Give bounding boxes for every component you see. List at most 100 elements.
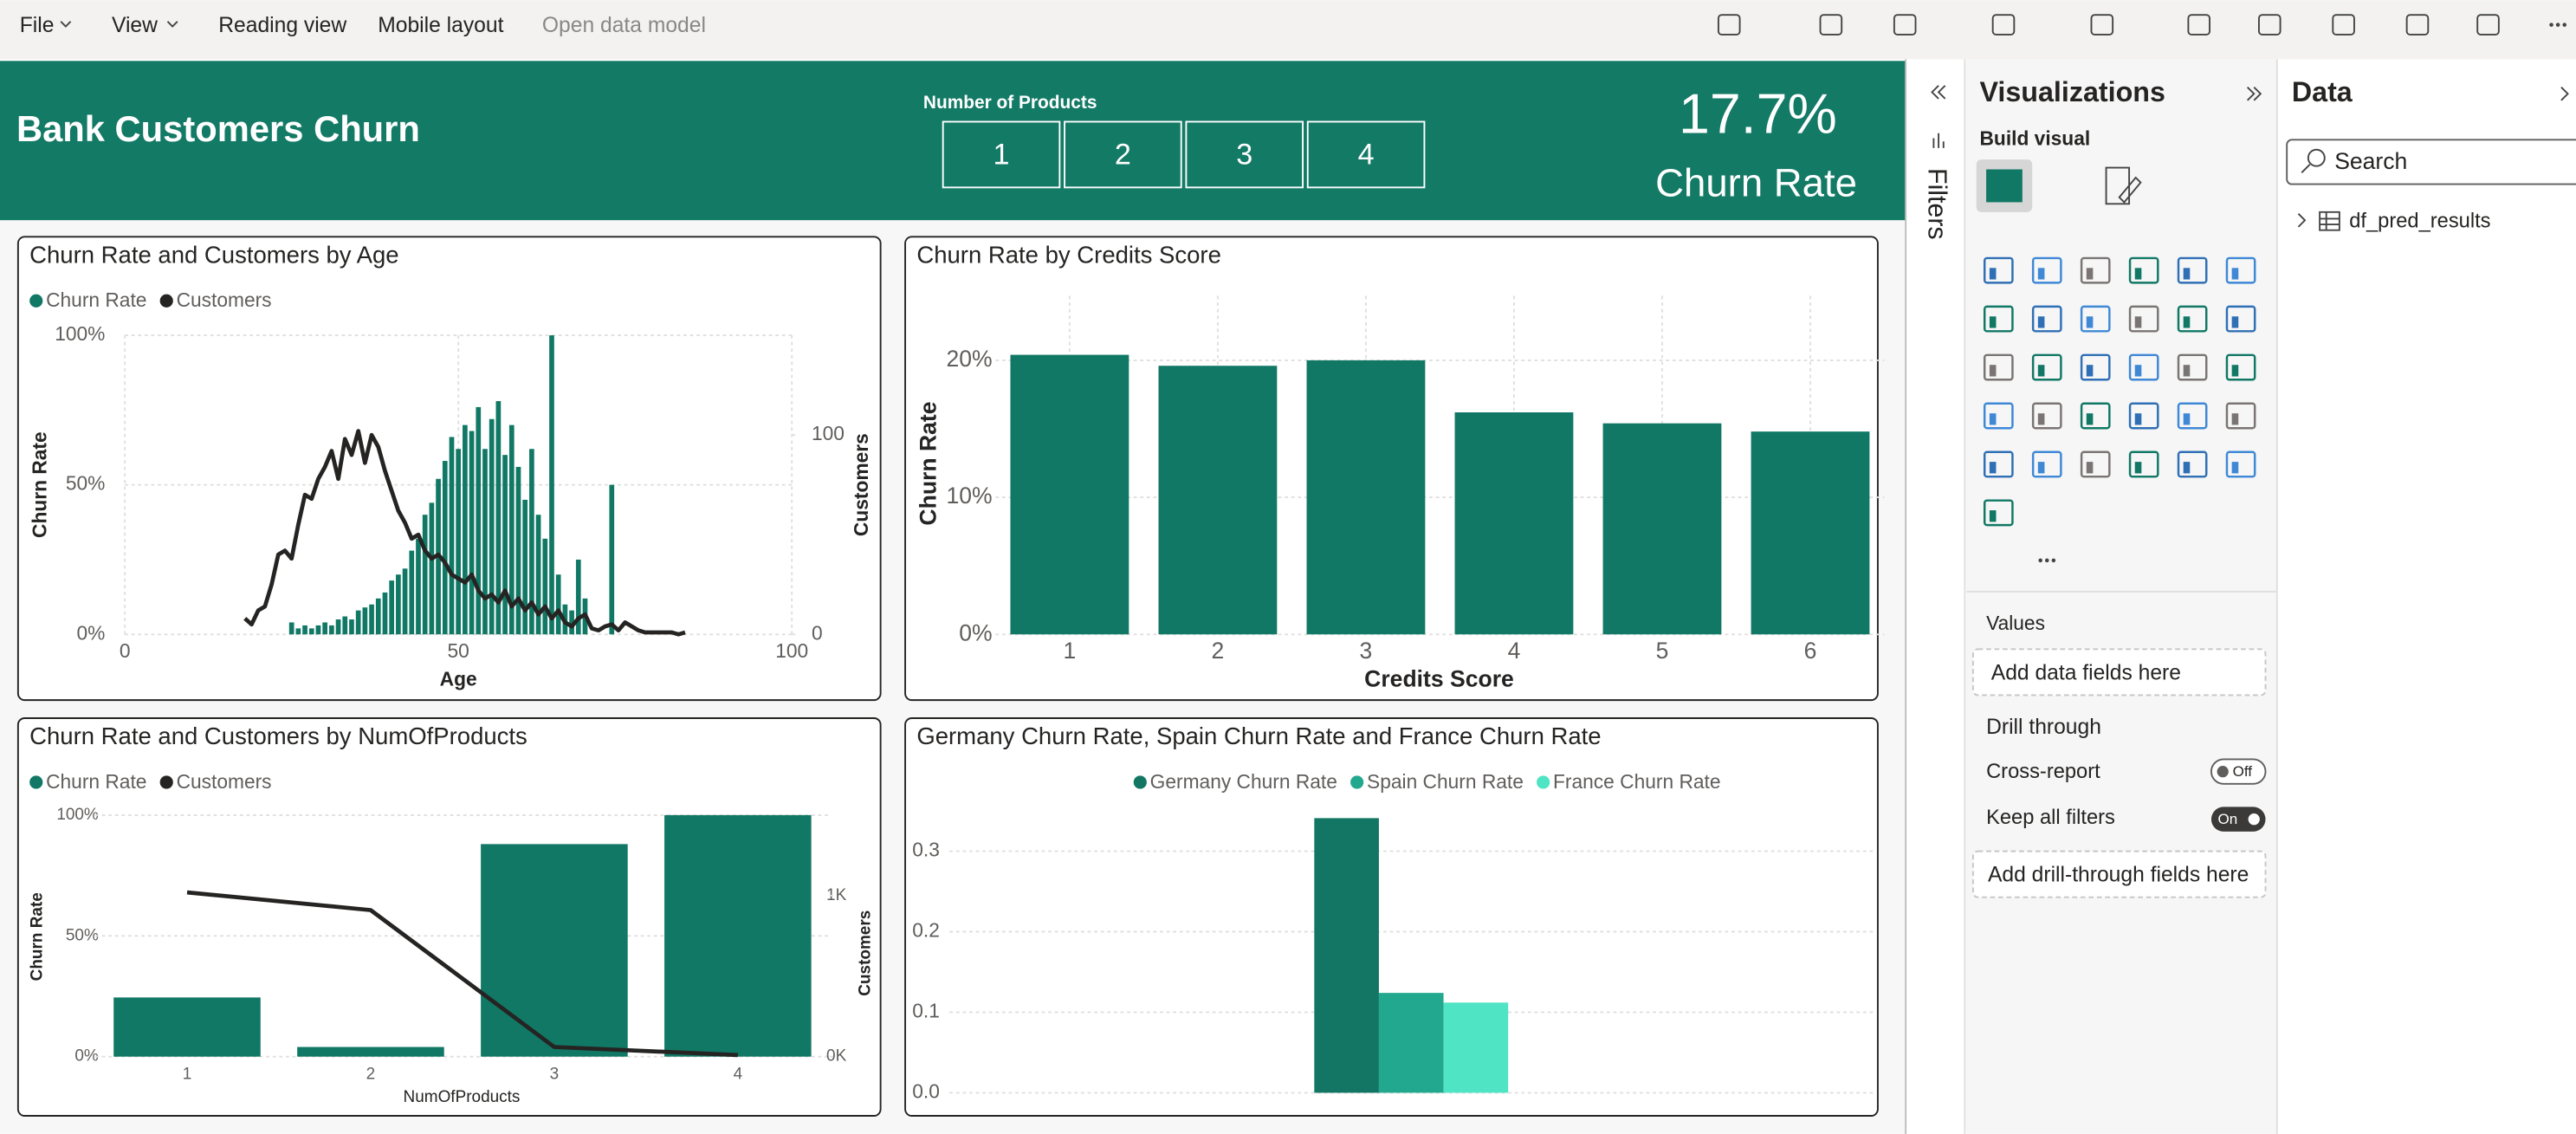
- legend-marker[interactable]: [1350, 775, 1364, 789]
- visual-icon[interactable]: [2225, 402, 2256, 430]
- visual-icon[interactable]: [1983, 256, 2014, 284]
- legend-marker[interactable]: [159, 294, 173, 308]
- visual-icon[interactable]: [2031, 402, 2062, 430]
- visual-icon[interactable]: [1983, 450, 2014, 478]
- slicer-option-label[interactable]: 2: [1115, 138, 1131, 171]
- legend-marker[interactable]: [29, 775, 43, 789]
- toolbar-icon[interactable]: [2257, 14, 2282, 36]
- visual-icon[interactable]: [2225, 450, 2256, 478]
- bar: [335, 619, 341, 635]
- more-dot[interactable]: [2051, 558, 2056, 563]
- table-name[interactable]: df_pred_results: [2349, 210, 2490, 232]
- toolbar-icon[interactable]: [2187, 14, 2210, 36]
- y-tick-label: 0%: [74, 1047, 99, 1066]
- expand-chevron[interactable]: [2297, 213, 2307, 228]
- field-well[interactable]: [1971, 850, 2267, 898]
- expand-icon[interactable]: [2246, 86, 2262, 101]
- search-box[interactable]: [2286, 139, 2576, 185]
- collapse-icon[interactable]: [1931, 85, 1946, 100]
- toolbar-icon[interactable]: [2332, 14, 2355, 36]
- slicer-option[interactable]: [1306, 120, 1426, 189]
- bar: [369, 604, 374, 635]
- visual-icon[interactable]: [2128, 402, 2159, 430]
- filters-title[interactable]: Filters: [1922, 168, 1951, 240]
- visual-icon[interactable]: [2128, 450, 2159, 478]
- menu-item[interactable]: Reading view: [218, 14, 346, 37]
- menu-item[interactable]: File: [20, 14, 55, 37]
- visual-icon[interactable]: [2128, 305, 2159, 333]
- slicer-title: Number of Products: [923, 93, 1097, 113]
- y-axis-title: Churn Rate: [28, 431, 50, 538]
- visual-icon[interactable]: [2177, 256, 2208, 284]
- toolbar-more[interactable]: [2555, 23, 2560, 27]
- menu-item[interactable]: Open data model: [542, 14, 706, 37]
- expand-icon[interactable]: [2560, 86, 2569, 101]
- visual-icon[interactable]: [2225, 305, 2256, 333]
- legend-label[interactable]: Customers: [177, 288, 272, 311]
- legend-marker[interactable]: [1537, 775, 1550, 789]
- legend-label[interactable]: Germany Churn Rate: [1150, 770, 1337, 793]
- legend-marker[interactable]: [29, 294, 43, 308]
- toolbar-icon[interactable]: [2476, 14, 2500, 36]
- visual-icon[interactable]: [2177, 402, 2208, 430]
- menu-item[interactable]: Mobile layout: [378, 14, 503, 37]
- slicer-option-label[interactable]: 4: [1358, 138, 1375, 171]
- toolbar-icon[interactable]: [1991, 14, 2016, 36]
- toolbar-icon[interactable]: [2405, 14, 2430, 36]
- visual-icon[interactable]: [2177, 450, 2208, 478]
- y-tick-label: 50%: [66, 472, 106, 495]
- format-visual-tab[interactable]: [2105, 166, 2142, 205]
- visual-icon[interactable]: [2080, 450, 2111, 478]
- visual-icon[interactable]: [2031, 353, 2062, 381]
- toolbar-icon[interactable]: [2090, 14, 2114, 36]
- search-placeholder: Search: [2334, 148, 2407, 174]
- more-dot[interactable]: [2038, 558, 2042, 563]
- visual-icon[interactable]: [1983, 305, 2014, 333]
- legend-marker[interactable]: [1133, 775, 1147, 789]
- toggle[interactable]: [2210, 807, 2266, 832]
- visual-icon[interactable]: [2128, 256, 2159, 284]
- slicer-option[interactable]: [1185, 120, 1304, 189]
- legend-marker[interactable]: [159, 775, 173, 789]
- toolbar-icon[interactable]: [1893, 14, 1917, 36]
- visual-icon[interactable]: [1983, 353, 2014, 381]
- visual-icon[interactable]: [2031, 450, 2062, 478]
- slicer-option[interactable]: [942, 120, 1061, 189]
- visual-icon[interactable]: [2177, 305, 2208, 333]
- visual-icon[interactable]: [2080, 353, 2111, 381]
- visual-icon[interactable]: [2031, 305, 2062, 333]
- more-dot[interactable]: [2044, 558, 2049, 563]
- y-tick-label: 0.1: [912, 999, 940, 1021]
- legend-label[interactable]: Customers: [177, 770, 272, 793]
- visual-icon[interactable]: [2225, 353, 2256, 381]
- bar: [342, 616, 348, 635]
- legend-label[interactable]: France Churn Rate: [1553, 770, 1720, 793]
- legend-label[interactable]: Spain Churn Rate: [1367, 770, 1524, 793]
- legend-label[interactable]: Churn Rate: [46, 770, 146, 793]
- bar: [1158, 366, 1278, 635]
- visual-icon[interactable]: [2031, 256, 2062, 284]
- visual-icon[interactable]: [1983, 402, 2014, 430]
- visual-icon[interactable]: [2080, 305, 2111, 333]
- toolbar-more[interactable]: [2562, 23, 2566, 27]
- slicer-option-label[interactable]: 3: [1236, 138, 1252, 171]
- visual-icon[interactable]: [2128, 353, 2159, 381]
- visual-icon[interactable]: [2080, 256, 2111, 284]
- visual-icon[interactable]: [2225, 256, 2256, 284]
- x-tick-label: 4: [734, 1066, 743, 1084]
- y-tick-label: 100%: [55, 322, 105, 345]
- menu-item[interactable]: View: [112, 14, 158, 37]
- bar: [529, 449, 534, 635]
- visual-icon[interactable]: [2080, 402, 2111, 430]
- toolbar-icon[interactable]: [1717, 14, 1741, 36]
- visual-icon[interactable]: [1983, 499, 2014, 527]
- slicer-option[interactable]: [1064, 120, 1182, 189]
- visual-frame: [904, 717, 1879, 1117]
- slicer-option-label[interactable]: 1: [994, 138, 1010, 171]
- legend-label[interactable]: Churn Rate: [46, 288, 146, 311]
- toolbar-icon[interactable]: [1819, 14, 1843, 36]
- toolbar-more[interactable]: [2549, 23, 2553, 27]
- visual-icon[interactable]: [2177, 353, 2208, 381]
- field-well[interactable]: [1971, 648, 2267, 697]
- toggle[interactable]: [2210, 758, 2267, 785]
